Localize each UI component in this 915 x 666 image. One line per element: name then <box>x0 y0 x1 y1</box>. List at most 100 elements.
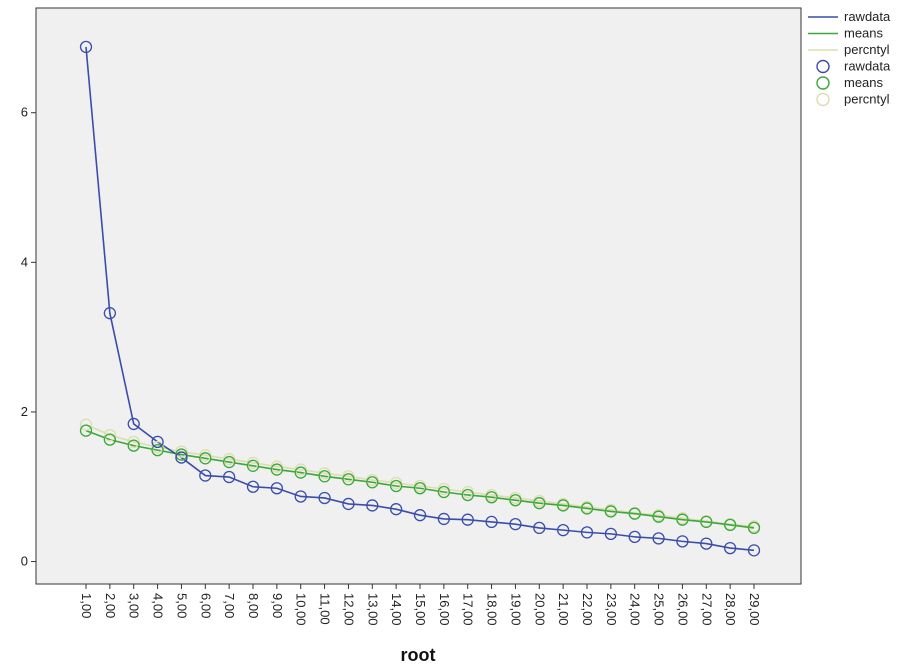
data-point-percntyl <box>389 476 403 490</box>
x-tick-label: 25,00 <box>652 593 667 626</box>
data-point-means <box>509 494 522 507</box>
legend-label: percntyl <box>844 92 890 107</box>
data-point-means <box>199 452 212 465</box>
y-tick-label: 6 <box>21 105 28 120</box>
x-tick-label: 14,00 <box>389 593 404 626</box>
x-tick-label: 11,00 <box>318 593 333 625</box>
data-point-means <box>222 455 236 469</box>
x-tick-label: 7,00 <box>222 593 237 618</box>
data-point-means <box>604 505 618 518</box>
x-tick-label: 8,00 <box>246 593 261 618</box>
data-point-percntyl <box>342 470 355 483</box>
x-tick-label: 19,00 <box>508 593 523 626</box>
series-line-rawdata <box>85 46 755 552</box>
data-point-means <box>294 466 307 479</box>
series-layer <box>79 40 761 557</box>
legend-label: percntyl <box>844 42 890 57</box>
x-tick-label: 21,00 <box>556 593 571 626</box>
data-point-means <box>580 502 594 515</box>
data-point-means <box>127 439 140 452</box>
y-tick-label: 0 <box>21 554 28 569</box>
x-tick-label: 5,00 <box>174 593 189 618</box>
data-point-rawdata <box>676 535 689 548</box>
data-point-means <box>246 459 260 472</box>
x-tick-label: 17,00 <box>461 593 476 626</box>
data-point-rawdata <box>580 526 594 539</box>
plot-area <box>35 7 802 585</box>
data-point-percntyl <box>270 460 284 473</box>
data-point-means <box>652 510 665 523</box>
data-point-means <box>700 515 713 529</box>
data-point-rawdata <box>246 480 260 493</box>
data-point-rawdata <box>652 532 665 545</box>
legend-label: means <box>844 26 884 41</box>
data-point-rawdata <box>700 537 713 550</box>
data-point-rawdata <box>533 521 546 535</box>
data-point-rawdata <box>437 512 451 526</box>
x-tick-label: 9,00 <box>270 593 285 618</box>
data-point-means <box>556 499 570 512</box>
data-point-rawdata <box>628 530 641 544</box>
data-point-rawdata <box>151 435 164 449</box>
data-point-means <box>437 485 451 499</box>
data-point-rawdata <box>413 509 427 522</box>
data-point-means <box>723 518 737 532</box>
x-tick-label: 16,00 <box>437 593 452 626</box>
data-point-means <box>533 497 546 510</box>
x-tick-label: 28,00 <box>723 593 738 626</box>
data-point-rawdata <box>342 497 355 511</box>
legend-marker-percntyl <box>816 92 830 107</box>
legend-label: means <box>844 75 884 90</box>
data-point-means <box>103 433 117 446</box>
data-point-means <box>747 521 761 535</box>
data-point-rawdata <box>79 40 93 54</box>
data-point-means <box>413 482 427 495</box>
data-point-rawdata <box>199 469 212 482</box>
x-axis: 1,00 2,00 3,00 4,00 5,00 6,00 7,00 8,00 9,00 10,0… <box>79 584 762 626</box>
data-point-rawdata <box>556 523 570 537</box>
data-point-rawdata <box>127 417 140 431</box>
data-point-percntyl <box>175 445 188 458</box>
data-point-percntyl <box>437 482 451 496</box>
y-tick-label: 2 <box>21 404 28 419</box>
x-tick-label: 1,00 <box>79 593 94 618</box>
data-point-means <box>485 491 498 504</box>
legend-marker-means <box>816 76 830 90</box>
x-tick-label: 4,00 <box>151 593 166 618</box>
data-point-rawdata <box>509 518 522 531</box>
data-point-means <box>366 476 379 489</box>
data-point-percntyl <box>79 418 93 431</box>
data-point-percntyl <box>103 428 117 442</box>
x-tick-label: 29,00 <box>747 593 762 626</box>
x-tick-label: 24,00 <box>628 593 643 626</box>
data-point-rawdata <box>366 499 379 512</box>
data-point-percntyl <box>151 440 164 454</box>
data-point-rawdata <box>318 491 331 505</box>
data-point-means <box>628 507 641 520</box>
x-tick-label: 26,00 <box>675 593 690 626</box>
data-point-rawdata <box>723 541 737 555</box>
x-tick-label: 22,00 <box>580 593 595 626</box>
x-tick-label: 12,00 <box>341 593 356 626</box>
x-tick-label: 6,00 <box>198 593 213 618</box>
x-tick-label: 15,00 <box>413 593 428 626</box>
x-tick-label: 10,00 <box>294 593 309 626</box>
data-point-rawdata <box>222 470 236 484</box>
data-point-rawdata <box>175 451 188 464</box>
data-point-percntyl <box>222 452 236 466</box>
series-line-percntyl <box>85 423 755 528</box>
data-point-rawdata <box>485 515 498 529</box>
data-point-rawdata <box>747 544 761 557</box>
data-point-rawdata <box>389 503 403 516</box>
x-tick-label: 20,00 <box>532 593 547 626</box>
x-tick-label: 23,00 <box>604 593 619 626</box>
series-line-means <box>85 429 755 529</box>
data-point-means <box>389 479 403 493</box>
data-point-means <box>79 424 93 437</box>
y-axis: 0 2 4 6 <box>21 105 36 569</box>
data-point-means <box>342 473 355 486</box>
x-tick-label: 2,00 <box>103 593 118 618</box>
x-axis-title: root <box>401 645 436 665</box>
